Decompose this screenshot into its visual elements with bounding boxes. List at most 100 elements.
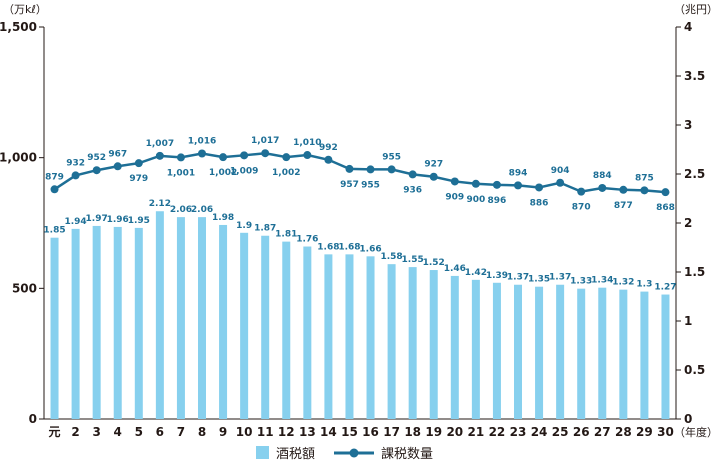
- bar: [598, 287, 607, 419]
- y-right-tick-label: 0.5: [684, 363, 705, 377]
- y-right-tick-label: 2.5: [684, 167, 705, 181]
- legend-bar-swatch: [256, 446, 269, 459]
- bar: [71, 228, 80, 419]
- bar-value-label: 1.35: [528, 275, 550, 285]
- x-tick-label: 18: [404, 425, 421, 439]
- line-point: [661, 188, 670, 197]
- x-tick-label: 25: [552, 425, 569, 439]
- bar: [198, 217, 206, 419]
- bar-value-label: 1.87: [254, 224, 276, 234]
- line-value-label: 932: [66, 158, 85, 168]
- x-tick-label: 16: [362, 425, 379, 439]
- y-right-tick-label: 1.5: [684, 265, 705, 279]
- x-tick-label: 13: [299, 425, 316, 439]
- bar-value-label: 1.66: [359, 244, 381, 254]
- x-tick-label: 26: [573, 425, 590, 439]
- line-point: [71, 171, 80, 180]
- line-point: [50, 185, 59, 194]
- bar-value-label: 1.76: [296, 235, 318, 245]
- y-left-unit: （万kℓ）: [3, 3, 47, 16]
- x-unit: （年度）: [674, 425, 718, 439]
- bar-value-label: 1.42: [465, 268, 487, 278]
- line-point: [471, 179, 480, 188]
- bar-value-label: 1.68: [317, 242, 339, 252]
- data-labels: 1.851.941.971.961.952.122.062.061.981.9 1…: [43, 136, 676, 292]
- x-tick-label: 12: [278, 425, 295, 439]
- line-point: [619, 185, 628, 194]
- bar-value-label: 1.55: [402, 255, 424, 265]
- bar: [556, 284, 565, 419]
- bar: [219, 224, 228, 419]
- y-right-tick-label: 0: [684, 412, 692, 426]
- line-point: [240, 151, 249, 160]
- x-tick-label: 4: [114, 425, 122, 439]
- y-right-tick-label: 1: [684, 314, 692, 328]
- line-point: [598, 183, 607, 192]
- line-value-label: 894: [509, 168, 528, 178]
- x-tick-label: 8: [198, 425, 206, 439]
- bar-value-label: 1.34: [591, 276, 613, 286]
- line-point: [408, 170, 417, 179]
- line-value-label: 909: [445, 192, 464, 202]
- bar-value-label: 1.58: [380, 252, 402, 262]
- bar: [387, 264, 396, 419]
- line-value-label: 955: [382, 152, 401, 162]
- line-point: [134, 159, 143, 168]
- line-value-label: 955: [361, 180, 380, 190]
- line-value-label: 1,002: [209, 168, 237, 178]
- bar: [113, 226, 122, 419]
- line-value-label: 886: [530, 198, 549, 208]
- x-tick-label: 24: [531, 425, 548, 439]
- line-value-label: 884: [593, 171, 612, 181]
- bar-value-label: 1.81: [275, 230, 297, 240]
- legend-line-label: 課税数量: [381, 446, 433, 462]
- line-point: [535, 183, 544, 192]
- line-value-label: 979: [129, 174, 148, 184]
- line-point: [324, 155, 333, 164]
- x-tick-label: 6: [156, 425, 164, 439]
- bar: [261, 235, 270, 419]
- bar: [577, 288, 586, 419]
- line-point: [282, 153, 291, 162]
- x-tick-label: 29: [636, 425, 653, 439]
- line-value-label: 900: [466, 195, 485, 205]
- line-value-label: 877: [614, 201, 633, 211]
- bar: [282, 241, 291, 419]
- bar-value-label: 1.32: [612, 278, 634, 288]
- line-point: [366, 165, 375, 174]
- line-value-label: 967: [108, 149, 127, 159]
- line-series: [50, 149, 670, 197]
- bar: [640, 291, 649, 419]
- bar-value-label: 2.06: [191, 205, 213, 215]
- line-value-label: 1,010: [293, 138, 321, 148]
- x-tick-label: 20: [446, 425, 463, 439]
- bar: [492, 282, 501, 419]
- y-right-tick-label: 2: [684, 216, 692, 230]
- bar-value-label: 1.85: [43, 226, 65, 236]
- x-tick-label: 7: [177, 425, 185, 439]
- x-tick-label: 28: [615, 425, 632, 439]
- bar-value-label: 1.52: [423, 258, 445, 268]
- line-point: [345, 164, 354, 173]
- line-point: [492, 180, 501, 189]
- line-value-label: 868: [656, 203, 675, 213]
- bar: [429, 270, 438, 419]
- line-value-label: 936: [403, 185, 422, 195]
- line-point: [92, 166, 101, 175]
- line-point: [219, 153, 228, 162]
- x-tick-label: 19: [425, 425, 442, 439]
- line-point: [387, 165, 396, 174]
- bar-value-label: 1.27: [654, 283, 676, 293]
- x-tick-label: 23: [510, 425, 527, 439]
- bar: [50, 237, 59, 419]
- x-tick-label: 14: [320, 425, 337, 439]
- line-point: [429, 172, 438, 181]
- line-value-label: 875: [635, 173, 654, 183]
- bar: [408, 267, 417, 419]
- line-point: [155, 151, 164, 160]
- line-point: [640, 186, 649, 195]
- line-point: [577, 187, 586, 196]
- bar: [176, 217, 185, 419]
